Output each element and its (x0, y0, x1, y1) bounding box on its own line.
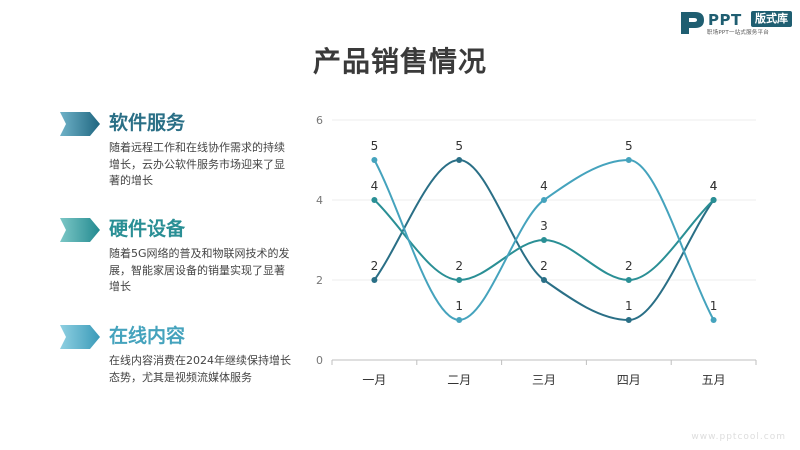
item-title: 在线内容 (109, 325, 186, 347)
arrow-icon (60, 218, 100, 242)
watermark: www.pptcool.com (691, 432, 786, 442)
data-label: 5 (371, 139, 379, 153)
data-point (625, 277, 632, 283)
page-title: 产品销售情况 (312, 45, 487, 78)
logo-tagline: 职场PPT一站式服务平台 (707, 30, 769, 36)
data-point (710, 197, 717, 203)
arrow-icon (60, 325, 100, 349)
x-tick-label: 一月 (362, 373, 386, 387)
data-point (541, 237, 547, 243)
data-label: 1 (710, 299, 718, 313)
item-description: 在线内容消费在2024年继续保持增长态势，尤其是视频流媒体服务 (109, 354, 291, 384)
series-line-1 (373, 158, 715, 322)
item-description: 随着5G网络的普及和物联网技术的发展，智能家居设备的销量实现了显著增长 (109, 247, 290, 293)
y-tick-label: 4 (316, 194, 323, 207)
data-label: 4 (540, 179, 548, 193)
data-label: 4 (371, 179, 379, 193)
item-description: 随着远程工作和在线协作需求的持续增长，云办公软件服务市场迎来了显著的增长 (109, 141, 285, 187)
data-label: 1 (455, 299, 463, 313)
logo-badge: 版式库 (751, 11, 792, 27)
data-point (625, 317, 632, 323)
x-tick-label: 三月 (532, 373, 556, 387)
y-tick-label: 6 (316, 114, 323, 127)
logo-text: PPT (708, 11, 742, 29)
y-tick-label: 2 (316, 274, 323, 287)
data-point (541, 197, 547, 203)
item-title: 硬件设备 (109, 218, 186, 240)
data-point (625, 157, 632, 163)
data-point (456, 277, 463, 283)
data-point (541, 277, 547, 283)
data-label: 5 (455, 139, 463, 153)
item-title: 软件服务 (109, 112, 186, 134)
arrow-icon (60, 112, 100, 136)
data-label: 4 (710, 179, 718, 193)
sales-line-chart: 0 2 4 6 一月 二月 三月 四月 五月 2 5 2 1 4 4 2 3 2 4 5 1 4 5 1 (300, 105, 770, 395)
series-line-3 (373, 158, 715, 322)
data-point (371, 277, 378, 283)
data-label: 2 (455, 259, 463, 273)
y-tick-label: 0 (316, 354, 323, 367)
data-label: 2 (540, 259, 548, 273)
data-label: 2 (371, 259, 379, 273)
data-point (371, 197, 378, 203)
brand-logo: PPT 版式库 职场PPT一站式服务平台 (679, 8, 793, 36)
data-label: 1 (625, 299, 633, 313)
data-point (456, 317, 463, 323)
data-label: 2 (625, 259, 633, 273)
x-tick-label: 四月 (617, 373, 641, 387)
data-label: 3 (540, 219, 548, 233)
data-label: 5 (625, 139, 633, 153)
data-point (371, 157, 378, 163)
x-tick-label: 五月 (702, 373, 726, 387)
data-point (710, 317, 717, 323)
logo-mark-icon (681, 12, 704, 34)
x-tick-label: 二月 (447, 373, 471, 387)
data-point (456, 157, 463, 163)
data-label: 4 (710, 179, 718, 193)
